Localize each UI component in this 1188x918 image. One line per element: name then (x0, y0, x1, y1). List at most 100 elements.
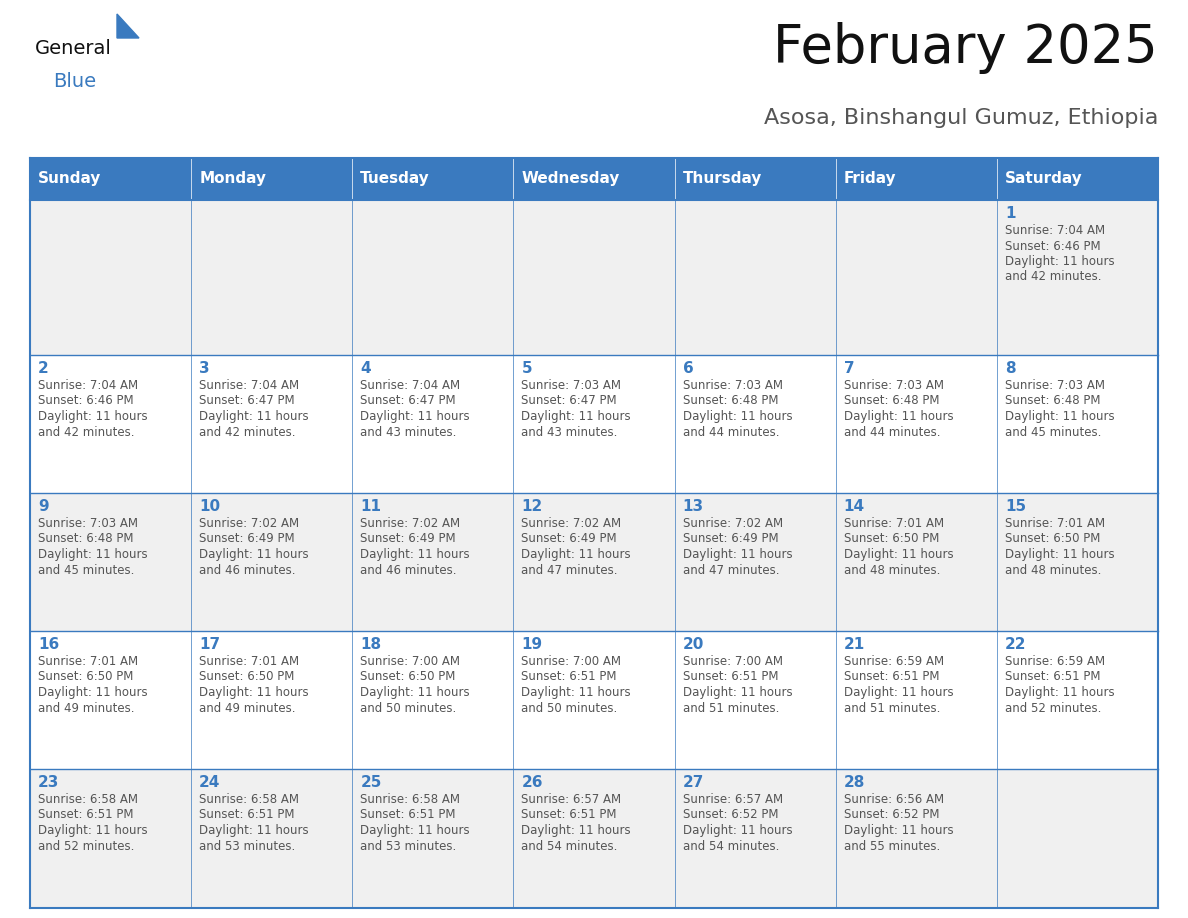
Text: 11: 11 (360, 499, 381, 514)
Text: 14: 14 (843, 499, 865, 514)
Text: General: General (34, 39, 112, 58)
Text: Sunrise: 7:02 AM: Sunrise: 7:02 AM (360, 517, 461, 530)
Text: Sunset: 6:50 PM: Sunset: 6:50 PM (360, 670, 456, 684)
Text: Sunset: 6:51 PM: Sunset: 6:51 PM (200, 809, 295, 822)
Bar (191, 631, 353, 769)
Bar (675, 631, 835, 769)
Text: and 48 minutes.: and 48 minutes. (843, 564, 940, 577)
Text: 23: 23 (38, 775, 59, 790)
Text: Sunrise: 7:02 AM: Sunrise: 7:02 AM (200, 517, 299, 530)
Text: Daylight: 11 hours: Daylight: 11 hours (360, 548, 470, 561)
Text: Sunrise: 7:01 AM: Sunrise: 7:01 AM (843, 517, 943, 530)
Text: Sunrise: 7:04 AM: Sunrise: 7:04 AM (360, 379, 461, 392)
Text: and 48 minutes.: and 48 minutes. (1005, 564, 1101, 577)
Bar (997, 631, 1158, 769)
Text: 16: 16 (38, 637, 59, 652)
Text: Daylight: 11 hours: Daylight: 11 hours (38, 410, 147, 423)
Text: Daylight: 11 hours: Daylight: 11 hours (200, 548, 309, 561)
Bar (835, 493, 997, 631)
Bar (513, 493, 675, 631)
Bar (30, 200, 191, 355)
Text: Sunrise: 7:04 AM: Sunrise: 7:04 AM (1005, 224, 1105, 237)
Text: Sunrise: 6:58 AM: Sunrise: 6:58 AM (38, 793, 138, 806)
Text: Daylight: 11 hours: Daylight: 11 hours (38, 824, 147, 837)
Text: Sunrise: 7:01 AM: Sunrise: 7:01 AM (1005, 517, 1105, 530)
Text: Sunset: 6:51 PM: Sunset: 6:51 PM (843, 670, 940, 684)
Text: 20: 20 (683, 637, 704, 652)
Text: Daylight: 11 hours: Daylight: 11 hours (1005, 548, 1114, 561)
Text: Sunrise: 6:57 AM: Sunrise: 6:57 AM (683, 793, 783, 806)
Text: and 54 minutes.: and 54 minutes. (683, 839, 779, 853)
Text: and 42 minutes.: and 42 minutes. (1005, 271, 1101, 284)
Text: Sunset: 6:48 PM: Sunset: 6:48 PM (38, 532, 133, 545)
Bar (30, 355, 191, 493)
Text: Sunrise: 6:57 AM: Sunrise: 6:57 AM (522, 793, 621, 806)
Text: Daylight: 11 hours: Daylight: 11 hours (522, 548, 631, 561)
Text: Daylight: 11 hours: Daylight: 11 hours (1005, 255, 1114, 268)
Bar (835, 200, 997, 355)
Text: 4: 4 (360, 361, 371, 376)
Text: 9: 9 (38, 499, 49, 514)
Text: Sunrise: 7:03 AM: Sunrise: 7:03 AM (843, 379, 943, 392)
Text: Sunrise: 7:01 AM: Sunrise: 7:01 AM (38, 655, 138, 668)
Bar (353, 355, 513, 493)
Text: Sunset: 6:48 PM: Sunset: 6:48 PM (843, 395, 940, 408)
Text: Sunset: 6:51 PM: Sunset: 6:51 PM (38, 809, 133, 822)
Text: 8: 8 (1005, 361, 1016, 376)
Bar (191, 158, 353, 200)
Text: 13: 13 (683, 499, 703, 514)
Text: and 49 minutes.: and 49 minutes. (38, 701, 134, 714)
Text: Sunset: 6:51 PM: Sunset: 6:51 PM (360, 809, 456, 822)
Text: Sunrise: 7:00 AM: Sunrise: 7:00 AM (522, 655, 621, 668)
Text: Sunset: 6:46 PM: Sunset: 6:46 PM (38, 395, 133, 408)
Text: Daylight: 11 hours: Daylight: 11 hours (683, 686, 792, 699)
Bar (513, 355, 675, 493)
Text: Sunset: 6:49 PM: Sunset: 6:49 PM (200, 532, 295, 545)
Text: 6: 6 (683, 361, 694, 376)
Text: Daylight: 11 hours: Daylight: 11 hours (843, 686, 953, 699)
Bar (353, 493, 513, 631)
Text: Sunset: 6:49 PM: Sunset: 6:49 PM (522, 532, 617, 545)
Text: and 42 minutes.: and 42 minutes. (38, 426, 134, 439)
Text: Sunset: 6:49 PM: Sunset: 6:49 PM (683, 532, 778, 545)
Text: Daylight: 11 hours: Daylight: 11 hours (683, 824, 792, 837)
Text: Sunset: 6:50 PM: Sunset: 6:50 PM (38, 670, 133, 684)
Bar (835, 631, 997, 769)
Text: 25: 25 (360, 775, 381, 790)
Text: Sunrise: 7:04 AM: Sunrise: 7:04 AM (38, 379, 138, 392)
Bar (675, 493, 835, 631)
Text: Daylight: 11 hours: Daylight: 11 hours (843, 410, 953, 423)
Text: Sunset: 6:51 PM: Sunset: 6:51 PM (522, 809, 617, 822)
Bar (513, 200, 675, 355)
Text: Sunset: 6:51 PM: Sunset: 6:51 PM (683, 670, 778, 684)
Text: Sunset: 6:50 PM: Sunset: 6:50 PM (843, 532, 939, 545)
Text: 10: 10 (200, 499, 220, 514)
Text: Daylight: 11 hours: Daylight: 11 hours (522, 686, 631, 699)
Bar (835, 769, 997, 907)
Text: Sunrise: 7:03 AM: Sunrise: 7:03 AM (522, 379, 621, 392)
Text: and 52 minutes.: and 52 minutes. (1005, 701, 1101, 714)
Bar (30, 158, 191, 200)
Text: Sunset: 6:50 PM: Sunset: 6:50 PM (200, 670, 295, 684)
Text: Daylight: 11 hours: Daylight: 11 hours (843, 824, 953, 837)
Text: Sunset: 6:50 PM: Sunset: 6:50 PM (1005, 532, 1100, 545)
Text: Sunset: 6:51 PM: Sunset: 6:51 PM (522, 670, 617, 684)
Bar (191, 493, 353, 631)
Text: Sunrise: 6:58 AM: Sunrise: 6:58 AM (200, 793, 299, 806)
Text: Daylight: 11 hours: Daylight: 11 hours (360, 824, 470, 837)
Text: Sunset: 6:47 PM: Sunset: 6:47 PM (200, 395, 295, 408)
Text: and 50 minutes.: and 50 minutes. (360, 701, 456, 714)
Bar (191, 769, 353, 907)
Text: and 47 minutes.: and 47 minutes. (683, 564, 779, 577)
Bar (675, 769, 835, 907)
Bar (353, 769, 513, 907)
Text: Sunset: 6:52 PM: Sunset: 6:52 PM (683, 809, 778, 822)
Text: Sunset: 6:48 PM: Sunset: 6:48 PM (1005, 395, 1100, 408)
Bar (675, 158, 835, 200)
Bar (997, 493, 1158, 631)
Text: 26: 26 (522, 775, 543, 790)
Text: Asosa, Binshangul Gumuz, Ethiopia: Asosa, Binshangul Gumuz, Ethiopia (764, 108, 1158, 128)
Text: Saturday: Saturday (1005, 172, 1082, 186)
Bar (835, 355, 997, 493)
Bar (675, 355, 835, 493)
